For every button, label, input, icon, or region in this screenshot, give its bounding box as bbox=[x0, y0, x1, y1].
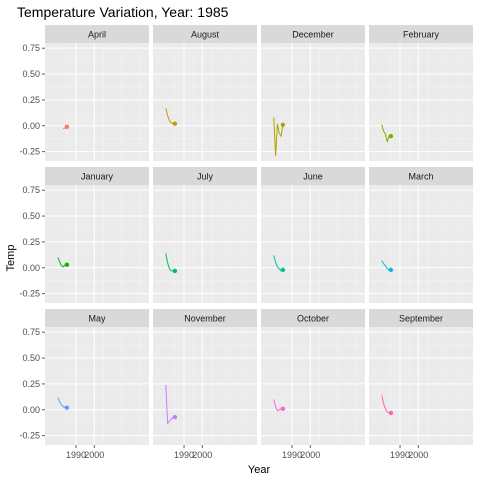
panel-background bbox=[261, 327, 365, 445]
facet-january: January bbox=[45, 167, 149, 303]
facet-strip bbox=[369, 25, 473, 43]
panel-background bbox=[153, 185, 257, 303]
panel-background bbox=[261, 43, 365, 161]
facet-strip-label: July bbox=[197, 172, 214, 182]
x-tick-label: 1990 bbox=[174, 450, 194, 460]
facet-april: April bbox=[45, 25, 149, 161]
facet-strip-label: March bbox=[408, 172, 433, 182]
facet-strip bbox=[261, 167, 365, 185]
facet-strip-label: February bbox=[403, 30, 440, 40]
facet-strip bbox=[369, 167, 473, 185]
y-tick-label: 0.50 bbox=[22, 353, 40, 363]
data-point-january-1985 bbox=[64, 262, 70, 267]
facet-august: August bbox=[153, 25, 257, 161]
data-point-october-1985 bbox=[280, 406, 286, 411]
y-tick-label: 0.25 bbox=[22, 237, 40, 247]
facet-strip bbox=[369, 309, 473, 327]
panel-background bbox=[369, 43, 473, 161]
facet-march: March bbox=[369, 167, 473, 303]
y-tick-label: 0.00 bbox=[22, 263, 40, 273]
data-point-december-1985 bbox=[280, 122, 286, 127]
facet-december: December bbox=[261, 25, 365, 161]
panel-background bbox=[369, 327, 473, 445]
facet-strip bbox=[45, 25, 149, 43]
facet-strip bbox=[261, 309, 365, 327]
data-point-september-1985 bbox=[388, 410, 394, 416]
x-tick-label: 2000 bbox=[192, 450, 212, 460]
facet-september: September bbox=[369, 309, 473, 445]
y-tick-label: 0.25 bbox=[22, 379, 40, 389]
y-tick-label: 0.75 bbox=[22, 185, 40, 195]
series-line-december bbox=[273, 117, 284, 156]
facet-strip-label: April bbox=[88, 30, 106, 40]
facet-october: October bbox=[261, 309, 365, 445]
y-tick-label: -0.25 bbox=[19, 431, 40, 441]
panel-background bbox=[261, 185, 365, 303]
x-tick-label: 2000 bbox=[300, 450, 320, 460]
data-point-april-1985 bbox=[64, 124, 70, 130]
y-tick-label: 0.75 bbox=[22, 43, 40, 53]
facet-panels: April August December February January July Ju… bbox=[45, 25, 473, 445]
panel-background bbox=[45, 43, 149, 161]
facet-strip-label: January bbox=[81, 172, 114, 182]
facet-may: May bbox=[45, 309, 149, 445]
facet-strip-label: October bbox=[297, 314, 329, 324]
data-point-march-1985 bbox=[388, 267, 394, 273]
x-axis-title: Year bbox=[248, 464, 271, 476]
y-axes: -0.25 0.00 0.25 0.50 0.75 -0.25 0.00 0.25 0.50 0.… bbox=[19, 43, 45, 441]
facet-strip bbox=[45, 167, 149, 185]
y-tick-label: 0.75 bbox=[22, 327, 40, 337]
panel-background bbox=[369, 185, 473, 303]
facet-strip-label: September bbox=[399, 314, 443, 324]
facet-strip bbox=[153, 25, 257, 43]
y-tick-label: 0.50 bbox=[22, 211, 40, 221]
facet-strip-label: December bbox=[292, 30, 334, 40]
panel-background bbox=[153, 327, 257, 445]
y-tick-label: -0.25 bbox=[19, 147, 40, 157]
facet-strip bbox=[45, 309, 149, 327]
facet-strip-label: November bbox=[184, 314, 226, 324]
facet-strip-label: June bbox=[303, 172, 323, 182]
facet-strip bbox=[153, 309, 257, 327]
facet-november: November bbox=[153, 309, 257, 445]
facet-july: July bbox=[153, 167, 257, 303]
data-point-july-1985 bbox=[172, 268, 178, 274]
data-point-february-1985 bbox=[388, 133, 394, 139]
y-tick-label: -0.25 bbox=[19, 289, 40, 299]
data-point-june-1985 bbox=[280, 267, 286, 273]
facet-strip bbox=[261, 25, 365, 43]
y-axis-title: Temp bbox=[5, 245, 17, 272]
data-point-november-1985 bbox=[172, 414, 178, 420]
y-tick-label: 0.00 bbox=[22, 405, 40, 415]
x-tick-label: 2000 bbox=[84, 450, 104, 460]
chart-title: Temperature Variation, Year: 1985 bbox=[17, 4, 229, 20]
data-point-may-1985 bbox=[64, 405, 70, 410]
y-tick-label: 0.00 bbox=[22, 121, 40, 131]
y-tick-label: 0.25 bbox=[22, 95, 40, 105]
facet-june: June bbox=[261, 167, 365, 303]
facet-strip-label: August bbox=[191, 30, 220, 40]
panel-background bbox=[45, 327, 149, 445]
data-point-august-1985 bbox=[172, 121, 178, 126]
x-tick-label: 1990 bbox=[66, 450, 86, 460]
panel-background bbox=[45, 185, 149, 303]
facet-february: February bbox=[369, 25, 473, 161]
panel-background bbox=[153, 43, 257, 161]
facet-strip bbox=[153, 167, 257, 185]
x-tick-label: 1990 bbox=[390, 450, 410, 460]
y-tick-label: 0.50 bbox=[22, 69, 40, 79]
x-tick-label: 1990 bbox=[282, 450, 302, 460]
x-tick-label: 2000 bbox=[408, 450, 428, 460]
facet-strip-label: May bbox=[88, 314, 106, 324]
